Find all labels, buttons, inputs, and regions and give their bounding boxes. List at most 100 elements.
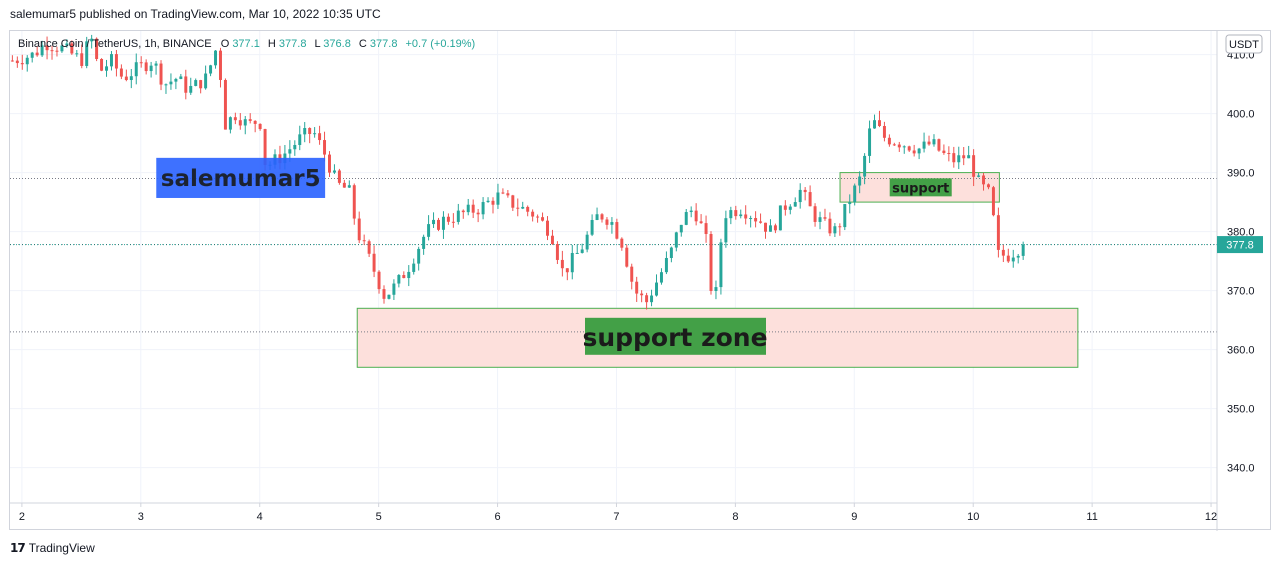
candle-body — [362, 240, 366, 242]
legend-open-value: 377.1 — [232, 38, 260, 50]
candle-body — [85, 41, 89, 66]
candle-body — [650, 295, 654, 303]
candle-body — [873, 120, 877, 129]
candle-body — [788, 206, 792, 210]
candle-body — [922, 141, 926, 149]
price-tick-label: 380.0 — [1227, 227, 1255, 239]
candle-body — [590, 219, 594, 235]
candle-body — [144, 62, 148, 72]
candle-body — [223, 79, 227, 130]
time-axis[interactable]: 2 3 4 5 6 7 8 9 10 11 12 — [19, 503, 1217, 523]
candle-body — [422, 236, 426, 249]
time-tick-label: 7 — [613, 511, 619, 523]
candle-body — [1011, 257, 1015, 262]
candle-body — [461, 210, 465, 213]
chart-frame[interactable]: salemumar5 support support zone 340.0 350.0… — [9, 30, 1272, 531]
candle-body — [689, 210, 693, 213]
candle-body — [655, 282, 658, 296]
candle-body — [734, 210, 738, 217]
legend-open-label: O — [221, 38, 230, 50]
candle-body — [30, 52, 34, 58]
candle-body — [977, 175, 981, 177]
candle-body — [451, 221, 455, 223]
candle-body — [912, 150, 916, 154]
candle-body — [253, 120, 257, 124]
candle-body — [600, 214, 604, 220]
candle-body — [392, 283, 396, 295]
candle-body — [659, 272, 663, 283]
candle-body — [952, 153, 956, 163]
candle-body — [550, 235, 554, 245]
price-tick-label: 340.0 — [1227, 463, 1255, 475]
candle-body — [575, 252, 579, 254]
candle-body — [803, 189, 807, 193]
candle-body — [357, 218, 361, 241]
candle-body — [377, 271, 381, 290]
candle-body — [848, 202, 852, 205]
price-tick-label: 390.0 — [1227, 168, 1255, 180]
candle-body — [387, 294, 391, 299]
candle-body — [536, 216, 540, 218]
candle-body — [437, 219, 440, 230]
candle-body — [124, 76, 128, 81]
candle-body — [991, 187, 995, 216]
candle-body — [580, 249, 584, 253]
candlestick-chart[interactable]: salemumar5 support support zone 340.0 350.0… — [10, 31, 1272, 531]
candle-body — [506, 193, 510, 196]
candle-body — [972, 155, 976, 177]
candle-body — [630, 266, 634, 282]
last-price-value: 377.8 — [1226, 240, 1254, 252]
candle-body — [238, 120, 242, 126]
candle-body — [595, 214, 599, 220]
currency-badge[interactable]: USDT — [1225, 34, 1263, 54]
candle-body — [1016, 255, 1020, 258]
candle-body — [838, 226, 842, 228]
candle-body — [511, 195, 515, 208]
candle-body — [863, 155, 867, 177]
candle-body — [823, 217, 827, 219]
candle-body — [615, 222, 619, 239]
candle-body — [813, 206, 817, 222]
candle-body — [768, 225, 772, 232]
candle-body — [194, 80, 198, 86]
candle-body — [541, 217, 545, 221]
candle-body — [114, 54, 118, 69]
candle-body — [684, 212, 688, 225]
time-tick-label: 3 — [138, 511, 144, 523]
candle-body — [446, 216, 450, 222]
candle-body — [937, 139, 941, 151]
candle-body — [907, 146, 911, 151]
candle-body — [347, 185, 351, 188]
candle-body — [214, 50, 218, 66]
candle-body — [432, 219, 436, 225]
candle-body — [159, 63, 163, 85]
candle-body — [957, 155, 961, 163]
candle-body — [20, 63, 24, 65]
candle-body — [1021, 244, 1025, 256]
candle-body — [858, 176, 862, 186]
candle-body — [417, 248, 421, 264]
candle-body — [605, 219, 609, 225]
tradingview-logo[interactable]: 17 TradingView — [10, 541, 95, 555]
candle-body — [942, 150, 946, 153]
candle-body — [521, 206, 525, 209]
candle-body — [868, 128, 872, 156]
candle-body — [15, 60, 19, 64]
candle-body — [679, 224, 683, 233]
candle-body — [471, 204, 475, 213]
candle-body — [555, 244, 559, 260]
candle-body — [313, 133, 317, 135]
candle-body — [407, 271, 411, 279]
price-tick-label: 400.0 — [1227, 109, 1255, 121]
candle-body — [149, 65, 153, 72]
candle-body — [228, 117, 232, 130]
candle-body — [199, 80, 203, 89]
candle-body — [243, 119, 247, 126]
support-label-box — [889, 178, 952, 197]
candle-body — [724, 218, 728, 243]
legend-line: Binance Coin / TetherUS, 1h, BINANCE O 3… — [18, 38, 475, 50]
candle-body — [303, 128, 307, 135]
candle-body — [466, 204, 470, 213]
candle-body — [427, 224, 431, 237]
